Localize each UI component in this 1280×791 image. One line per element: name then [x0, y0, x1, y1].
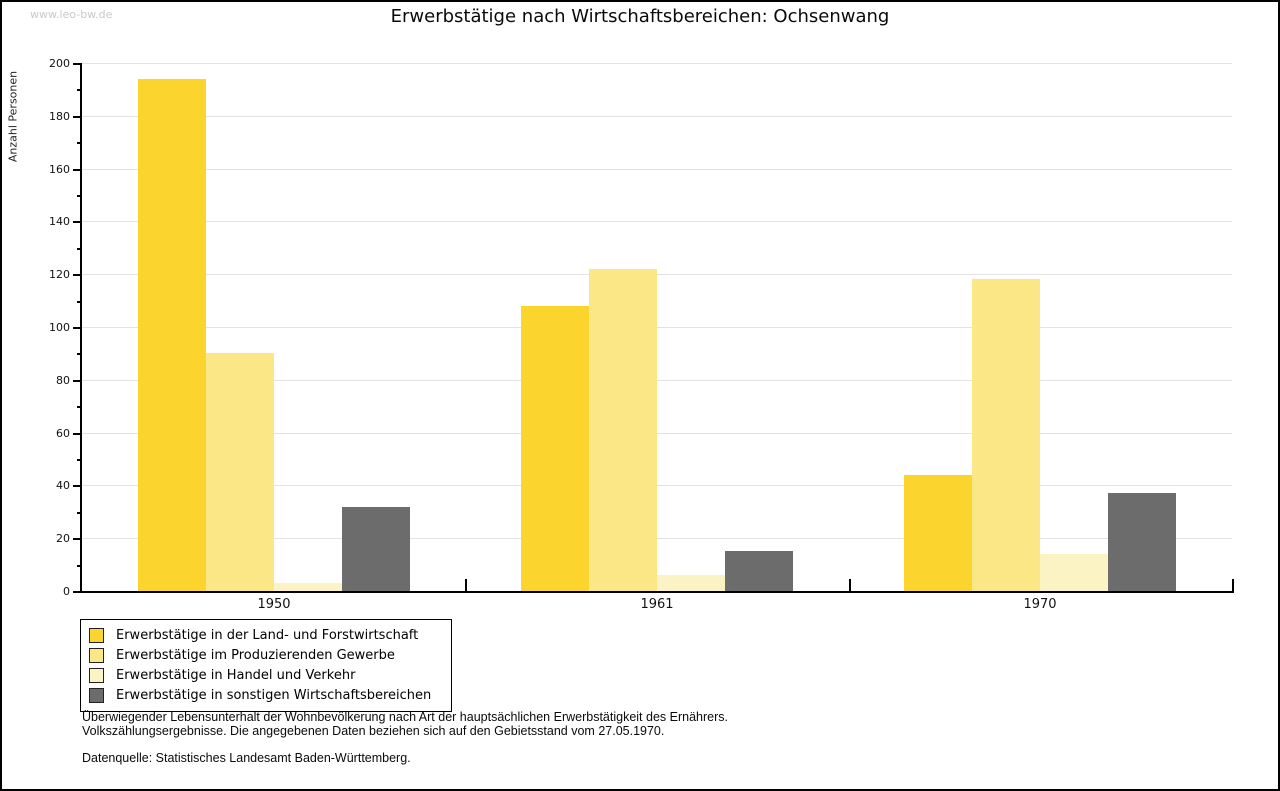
data-source: Datenquelle: Statistisches Landesamt Bad… — [82, 751, 411, 765]
bar-1970-series3 — [1040, 554, 1108, 591]
y-axis-major-tick — [73, 116, 82, 118]
watermark: www.leo-bw.de — [30, 8, 113, 21]
y-axis-tick-label: 160 — [49, 163, 70, 176]
gridline — [82, 63, 1232, 64]
gridline — [82, 538, 1232, 539]
bar-1961-series4 — [725, 551, 793, 591]
y-axis-major-tick — [73, 221, 82, 223]
y-axis-major-tick — [73, 380, 82, 382]
legend-label-series3: Erwerbstätige in Handel und Verkehr — [116, 667, 356, 683]
y-axis-tick-label: 120 — [49, 268, 70, 281]
y-axis-major-tick — [73, 538, 82, 540]
bar-1970-series2 — [972, 279, 1040, 591]
bar-1961-series3 — [657, 575, 725, 591]
y-axis-major-tick — [73, 485, 82, 487]
y-axis-minor-tick — [77, 301, 82, 303]
legend-item: Erwerbstätige im Produzierenden Gewerbe — [89, 645, 443, 665]
gridline — [82, 485, 1232, 486]
x-axis-line — [80, 591, 1234, 593]
legend-swatch-series2 — [89, 647, 104, 663]
bar-1950-series1 — [138, 79, 206, 591]
bar-1961-series1 — [521, 306, 589, 591]
footnote-line2: Volkszählungsergebnisse. Die angegebenen… — [82, 724, 665, 738]
legend-swatch-series4 — [89, 687, 104, 703]
legend-swatch-series3 — [89, 667, 104, 683]
y-axis-minor-tick — [77, 353, 82, 355]
y-axis-tick-label: 200 — [49, 57, 70, 70]
y-axis-major-tick — [73, 433, 82, 435]
bar-1950-series3 — [274, 583, 342, 591]
y-axis-minor-tick — [77, 512, 82, 514]
y-axis-minor-tick — [77, 565, 82, 567]
y-axis-major-tick — [73, 169, 82, 171]
gridline — [82, 169, 1232, 170]
y-axis-tick-label: 60 — [56, 427, 70, 440]
legend-label-series1: Erwerbstätige in der Land- und Forstwirt… — [116, 627, 419, 643]
y-axis-major-tick — [73, 274, 82, 276]
bar-1970-series1 — [904, 475, 972, 591]
gridline — [82, 327, 1232, 328]
y-axis-tick-label: 100 — [49, 321, 70, 334]
bar-1970-series4 — [1108, 493, 1176, 591]
y-axis-line — [80, 63, 82, 593]
x-axis-tick-label: 1961 — [640, 597, 674, 612]
y-axis-minor-tick — [77, 459, 82, 461]
legend-box: Erwerbstätige in der Land- und Forstwirt… — [80, 619, 452, 712]
y-axis-minor-tick — [77, 142, 82, 144]
x-axis-end-cap — [1232, 579, 1234, 593]
y-axis-minor-tick — [77, 89, 82, 91]
x-axis-boundary-tick — [849, 579, 851, 591]
y-axis-major-tick — [73, 591, 82, 593]
footnote-line1: Überwiegender Lebensunterhalt der Wohnbe… — [82, 710, 728, 724]
gridline — [82, 380, 1232, 381]
y-axis-tick-label: 40 — [56, 479, 70, 492]
gridline — [82, 274, 1232, 275]
bar-1950-series4 — [342, 507, 410, 591]
y-axis-minor-tick — [77, 195, 82, 197]
y-axis-minor-tick — [77, 406, 82, 408]
gridline — [82, 116, 1232, 117]
legend-item: Erwerbstätige in der Land- und Forstwirt… — [89, 625, 443, 645]
y-axis-tick-label: 140 — [49, 215, 70, 228]
x-axis-tick-label: 1970 — [1023, 597, 1057, 612]
footnote: Überwiegender Lebensunterhalt der Wohnbe… — [82, 710, 728, 738]
gridline — [82, 221, 1232, 222]
legend-label-series4: Erwerbstätige in sonstigen Wirtschaftsbe… — [116, 687, 432, 703]
y-axis-major-tick — [73, 327, 82, 329]
y-axis-minor-tick — [77, 248, 82, 250]
legend-item: Erwerbstätige in sonstigen Wirtschaftsbe… — [89, 685, 443, 705]
y-axis-tick-label: 180 — [49, 110, 70, 123]
y-axis-tick-label: 80 — [56, 374, 70, 387]
y-axis-tick-label: 20 — [56, 532, 70, 545]
x-axis-boundary-tick — [465, 579, 467, 591]
bar-1950-series2 — [206, 353, 274, 591]
y-axis-major-tick — [73, 63, 82, 65]
y-axis-tick-label: 0 — [63, 585, 70, 598]
legend-label-series2: Erwerbstätige im Produzierenden Gewerbe — [116, 647, 395, 663]
legend-item: Erwerbstätige in Handel und Verkehr — [89, 665, 443, 685]
chart-title: Erwerbstätige nach Wirtschaftsbereichen:… — [390, 6, 890, 27]
x-axis-tick-label: 1950 — [257, 597, 291, 612]
legend-swatch-series1 — [89, 627, 104, 643]
gridline — [82, 433, 1232, 434]
bar-1961-series2 — [589, 269, 657, 591]
